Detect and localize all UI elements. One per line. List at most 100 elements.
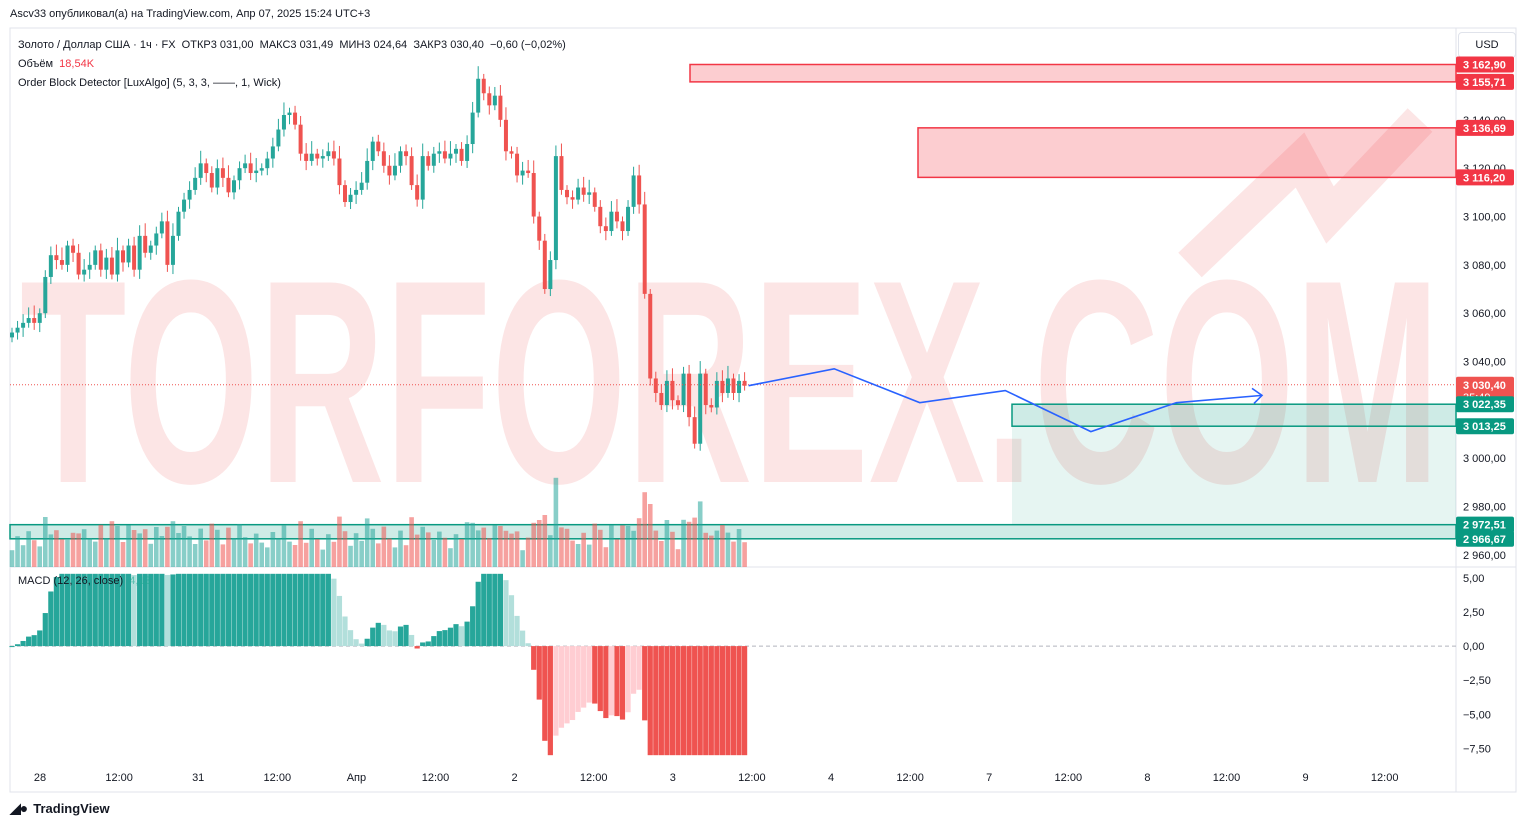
volume-bar	[470, 522, 475, 567]
volume-bar	[281, 525, 287, 567]
volume-bar	[525, 537, 531, 567]
macd-histogram-bar	[581, 646, 587, 708]
candle-body	[198, 163, 203, 178]
watermark-arrow-icon	[1178, 108, 1433, 278]
low-value: 3 024,64	[364, 39, 408, 51]
price-tag	[1456, 396, 1514, 413]
macd-histogram-bar	[597, 646, 603, 712]
open-label: ОТКР	[181, 39, 211, 51]
bullish-zone-fill	[1012, 426, 1456, 525]
candle-body	[115, 250, 120, 275]
volume-bar	[364, 518, 370, 567]
volume-bar	[70, 532, 76, 567]
volume-bar	[664, 520, 670, 567]
macd-histogram-bar	[253, 573, 259, 647]
candle-body	[392, 165, 397, 176]
candle-body	[298, 124, 303, 154]
macd-histogram-bar	[359, 643, 365, 647]
tradingview-brand[interactable]: ◢● TradingView	[10, 800, 110, 817]
candle-body	[154, 233, 159, 246]
macd-histogram-bar	[514, 615, 520, 647]
macd-histogram-bar	[431, 636, 437, 647]
macd-histogram-bar	[636, 646, 642, 690]
macd-histogram-bar	[725, 646, 731, 756]
candle-body	[254, 170, 259, 174]
time-axis-label: 12:00	[105, 772, 133, 784]
macd-histogram-bar	[442, 630, 448, 647]
macd-histogram-bar	[81, 573, 87, 647]
volume-bar	[548, 535, 553, 567]
macd-label[interactable]: MACD (12, 26, close)	[18, 575, 124, 587]
macd-histogram-bar	[420, 642, 426, 647]
candle-body	[220, 168, 225, 178]
volume-bar	[9, 550, 15, 567]
macd-histogram-bar	[714, 646, 720, 756]
macd-axis-label: −2,50	[1463, 675, 1491, 687]
time-axis-label: 4	[828, 772, 834, 784]
macd-histogram-bar	[259, 573, 265, 647]
candle-body	[531, 173, 536, 217]
volume-bar	[320, 549, 326, 567]
symbol-label[interactable]: Золото / Доллар США · 1ч · FX	[18, 39, 176, 51]
macd-histogram-bar	[236, 573, 243, 647]
candle-body	[248, 163, 253, 174]
volume-bar	[287, 541, 292, 567]
volume-bar	[20, 545, 26, 567]
candle-body	[542, 240, 547, 290]
volume-bar	[670, 531, 675, 567]
price-axis-label: 3 100,00	[1463, 212, 1506, 224]
indicator-label[interactable]: Order Block Detector [LuxAlgo] (5, 3, 3,…	[18, 77, 281, 89]
legend-ohlc-row: Золото / Доллар США · 1ч · FX ОТКР 3 031,…	[18, 36, 566, 55]
price-tag-label: 3 030,40	[1463, 380, 1506, 392]
macd-histogram-bar	[730, 646, 737, 756]
candle-body	[337, 158, 342, 186]
macd-histogram-bar	[125, 573, 132, 647]
macd-axis-label: −5,00	[1463, 709, 1491, 721]
macd-histogram-bar	[137, 573, 143, 647]
volume-bar	[342, 531, 348, 567]
volume-bar	[303, 542, 309, 567]
macd-histogram-bar	[392, 631, 398, 647]
low-label: МИН	[339, 39, 365, 51]
candle-body	[259, 168, 264, 171]
volume-bar	[248, 543, 253, 567]
macd-histogram-bar	[231, 573, 237, 647]
volume-bar	[337, 516, 342, 567]
price-tag-label: 3 022,35	[1463, 399, 1506, 411]
time-axis-label: 12:00	[896, 772, 924, 784]
candle-body	[570, 197, 575, 200]
price-axis-label: 3 060,00	[1463, 308, 1506, 320]
volume-bar	[265, 547, 270, 567]
candle-body	[553, 156, 558, 261]
volume-bar	[370, 528, 376, 567]
candle-body	[387, 165, 392, 176]
volume-bar	[298, 521, 303, 567]
high-value: 3 031,49	[290, 39, 334, 51]
macd-histogram-bar	[342, 616, 348, 647]
volume-bar	[481, 527, 487, 567]
volume-bar	[542, 515, 548, 567]
volume-bar	[159, 536, 165, 567]
price-axis-label: 3 080,00	[1463, 260, 1506, 272]
volume-bar	[653, 530, 659, 567]
macd-histogram-bar	[447, 627, 454, 647]
volume-label[interactable]: Объём	[18, 58, 54, 70]
candle-body	[98, 250, 103, 270]
volume-bar	[353, 533, 359, 567]
volume-bar	[675, 549, 681, 567]
volume-bar	[697, 501, 703, 567]
volume-bar	[720, 525, 725, 567]
macd-histogram-bar	[353, 639, 359, 647]
volume-bar	[409, 517, 414, 567]
macd-histogram-bar	[586, 646, 592, 703]
volume-bar	[553, 477, 559, 567]
candle-body	[431, 153, 436, 166]
macd-histogram-bar	[547, 646, 553, 756]
macd-histogram-bar	[697, 646, 703, 756]
macd-legend: MACD (12, 26, close) 4,13	[18, 575, 151, 587]
macd-histogram-bar	[386, 630, 392, 647]
candle-body	[592, 192, 597, 207]
volume-bar	[292, 545, 298, 567]
candle-body	[581, 187, 586, 195]
